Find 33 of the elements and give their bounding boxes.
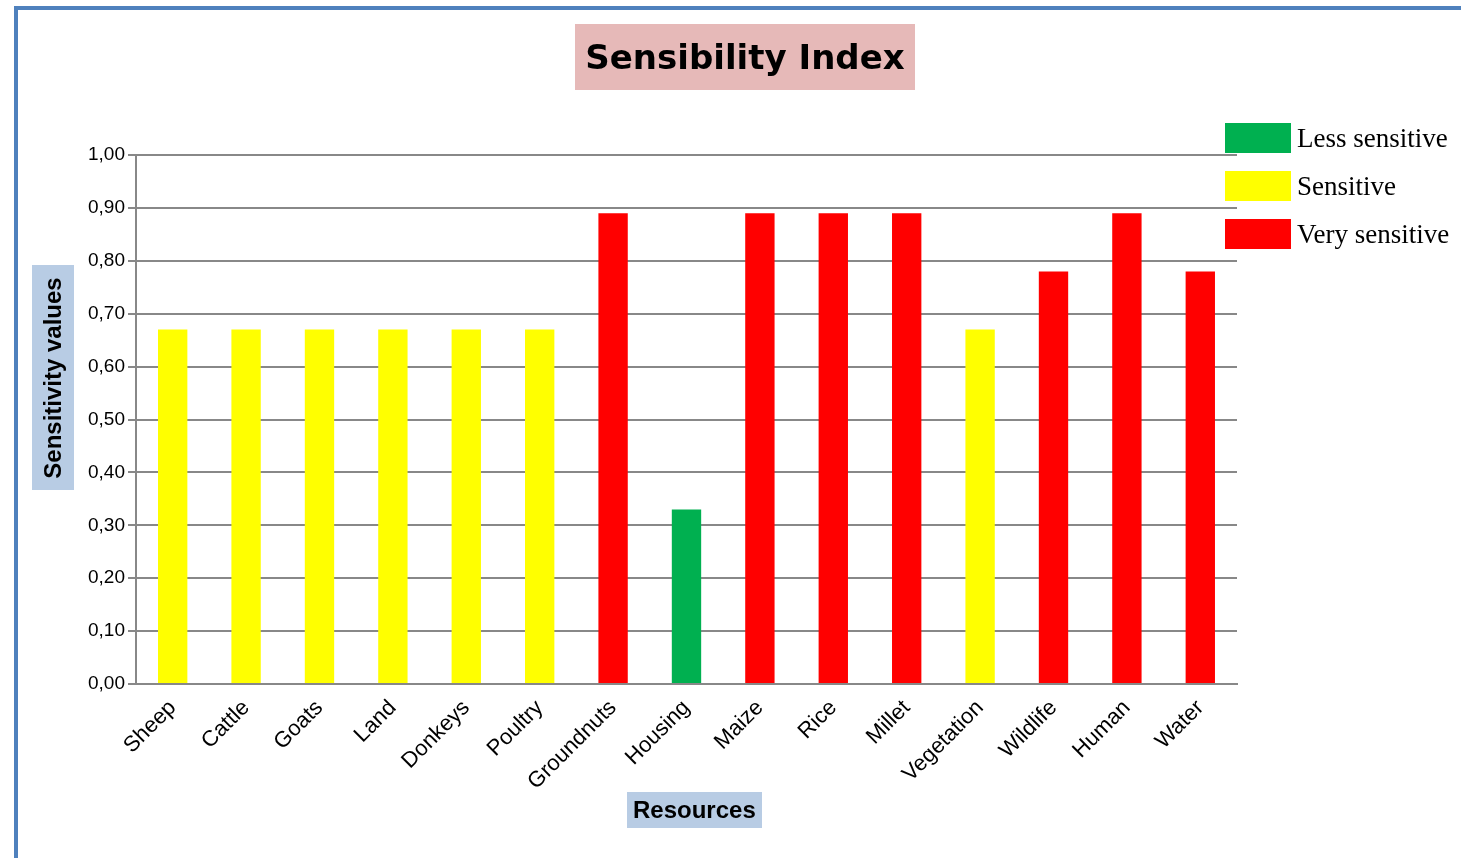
bar [598, 213, 628, 684]
y-tick-label: 1,00 [88, 143, 125, 165]
bar [525, 329, 555, 684]
bar [818, 213, 848, 684]
y-axis-title: Sensitivity values [39, 276, 67, 479]
legend-label: Sensitive [1297, 170, 1396, 202]
legend-label: Very sensitive [1297, 218, 1450, 250]
bar [745, 213, 775, 684]
y-tick-label: 0,50 [88, 407, 125, 429]
legend-label: Less sensitive [1297, 122, 1448, 154]
x-axis-title: Resources [627, 792, 762, 828]
bar [304, 329, 335, 684]
bar [1038, 271, 1069, 684]
x-tick-label: Rice [792, 694, 842, 744]
bar [158, 329, 188, 684]
y-tick-label: 0,40 [88, 460, 125, 482]
bar [231, 329, 261, 684]
bar [451, 329, 481, 684]
bar [892, 213, 922, 684]
y-tick-label: 0,20 [88, 566, 125, 588]
bar [671, 509, 702, 684]
y-tick-label: 0,90 [88, 196, 125, 218]
y-tick-label: 0,70 [88, 301, 125, 323]
y-tick-label: 0,10 [88, 619, 125, 641]
y-tick-label: 0,80 [88, 249, 125, 271]
chart-title: Sensibility Index [575, 24, 915, 90]
bar [378, 329, 408, 684]
bar [1185, 271, 1215, 684]
bar [1112, 213, 1142, 684]
y-tick-label: 0,60 [88, 354, 125, 376]
y-tick-label: 0,00 [88, 672, 125, 694]
y-tick-label: 0,30 [88, 513, 125, 535]
bar [965, 329, 995, 684]
